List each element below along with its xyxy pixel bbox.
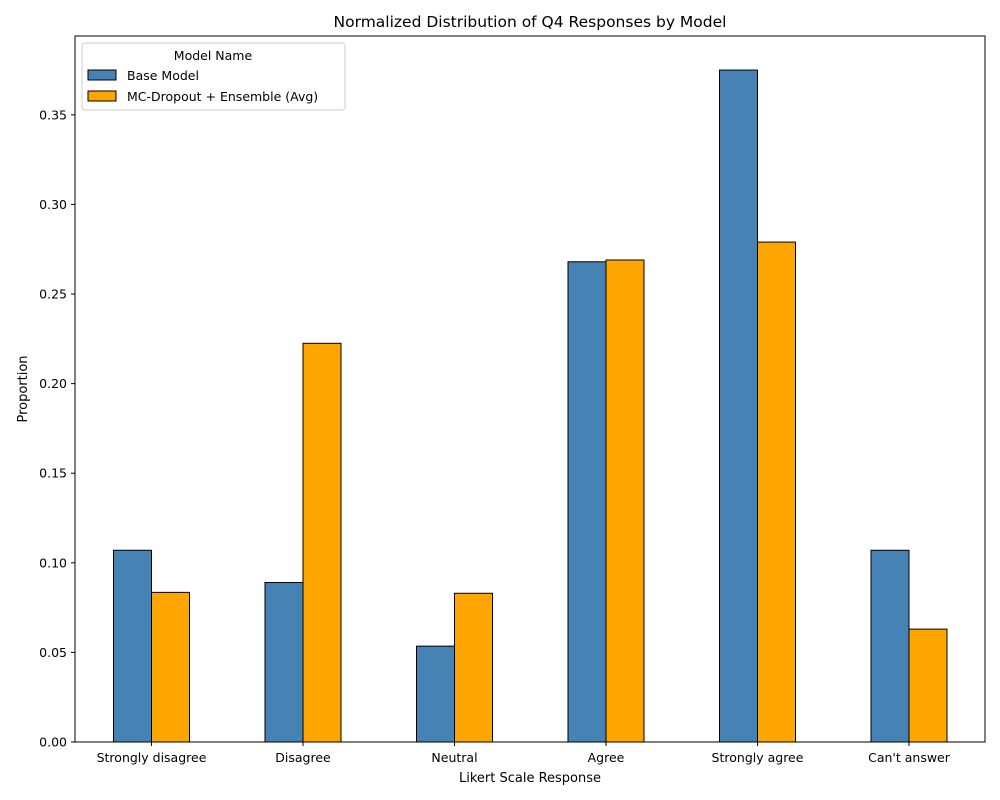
x-tick-label-strongly-disagree: Strongly disagree — [97, 750, 207, 765]
bar-mc-dropout-ensemble-avg-neutral — [454, 592, 493, 743]
bar-mc-dropout-ensemble-avg-disagree — [302, 342, 342, 743]
x-tick-label-neutral: Neutral — [431, 750, 477, 765]
x-axis-label: Likert Scale Response — [459, 771, 601, 786]
legend-frame — [81, 42, 346, 111]
bar-mc-dropout-ensemble-avg-can-t-answer — [908, 628, 948, 743]
legend-label-base-model: Base Model — [127, 68, 199, 83]
x-tick-label-disagree: Disagree — [275, 750, 331, 765]
y-axis: 0.00 0.05 0.10 0.15 0.20 0.25 0.30 0.35 — [39, 107, 75, 750]
bar-base-model-can-t-answer — [870, 549, 910, 743]
bar-base-model-strongly-agree — [719, 69, 758, 743]
legend-label-mc-dropout-ensemble: MC-Dropout + Ensemble (Avg) — [127, 89, 318, 104]
y-axis-label: Proportion — [16, 355, 31, 422]
bar-base-model-agree — [567, 261, 607, 743]
legend: Model Name Base Model MC-Dropout + Ensem… — [81, 42, 346, 111]
bar-base-model-neutral — [416, 645, 455, 743]
y-tick-label: 0.05 — [39, 645, 67, 660]
plot-frame — [74, 35, 986, 743]
x-tick-label-strongly-agree: Strongly agree — [712, 750, 804, 765]
bar-mc-dropout-ensemble-avg-strongly-disagree — [151, 591, 190, 743]
bars-layer — [113, 69, 948, 743]
y-tick-label: 0.20 — [39, 376, 67, 391]
y-tick-label: 0.35 — [39, 107, 67, 122]
legend-swatch-base-model — [87, 69, 117, 81]
chart-title: Normalized Distribution of Q4 Responses … — [334, 13, 727, 31]
bar-base-model-strongly-disagree — [113, 549, 152, 743]
y-tick-label: 0.00 — [39, 735, 67, 750]
y-tick-label: 0.10 — [39, 555, 67, 570]
legend-title: Model Name — [174, 48, 253, 63]
bar-mc-dropout-ensemble-avg-agree — [605, 259, 645, 743]
legend-swatch-mc-dropout-ensemble — [87, 90, 117, 102]
x-tick-label-agree: Agree — [588, 750, 625, 765]
x-axis: Strongly disagree Disagree Neutral Agree Str… — [97, 742, 951, 765]
bar-mc-dropout-ensemble-avg-strongly-agree — [757, 241, 796, 743]
bar-base-model-disagree — [264, 582, 304, 743]
y-tick-label: 0.15 — [39, 466, 67, 481]
x-tick-label-can-t-answer: Can't answer — [868, 750, 951, 765]
y-tick-label: 0.25 — [39, 287, 67, 302]
y-tick-label: 0.30 — [39, 197, 67, 212]
